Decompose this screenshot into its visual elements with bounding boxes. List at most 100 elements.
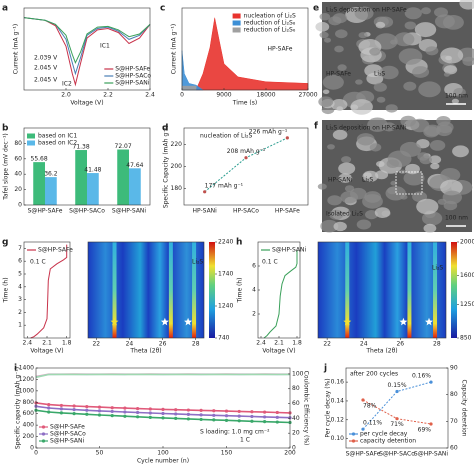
- legend-label: S@HP-SAFe: [38, 247, 73, 254]
- plot-frame: [183, 127, 309, 206]
- value-label: 208 mAh g⁻¹: [227, 148, 266, 155]
- point: [361, 427, 365, 431]
- y2-tick-label: 40: [292, 415, 300, 422]
- sem-grain: [329, 209, 344, 220]
- sem-grain: [442, 190, 462, 205]
- legend-label: reduction of Li₂S₆: [244, 27, 296, 34]
- panel-letter: c: [160, 4, 165, 14]
- y-tick-label: 5: [18, 271, 22, 278]
- point: [224, 409, 229, 413]
- sem-grain: [421, 7, 431, 15]
- sem-grain: [317, 183, 327, 190]
- bar: [45, 177, 57, 205]
- sem-grain: [394, 32, 415, 47]
- bar: [87, 173, 99, 205]
- series-line: [35, 373, 291, 379]
- point: [148, 407, 152, 411]
- image-label: Isolated Li₂S: [326, 211, 363, 218]
- sem-grain: [429, 140, 446, 151]
- sem-grain: [358, 32, 368, 39]
- y-tick-label: 80: [14, 140, 22, 147]
- legend-marker: [41, 432, 46, 436]
- plot-frame: [23, 241, 71, 339]
- x-tick-label: HP-SAFe: [275, 208, 300, 215]
- sem-grain: [422, 211, 443, 226]
- x-tick-label: S@HP-SAFe: [346, 451, 381, 458]
- x-tick-label: 1.8: [292, 340, 302, 347]
- legend-label: S@HP-SACo: [50, 431, 86, 438]
- colorbar-tick-label: 740: [218, 335, 230, 342]
- legend-label: nucleation of Li₂S: [244, 13, 296, 20]
- sem-grain: [333, 221, 347, 232]
- sem-grain: [341, 156, 352, 164]
- star-marker: [343, 317, 352, 326]
- point: [263, 410, 267, 414]
- sem-grain: [440, 168, 461, 182]
- y-tick-label: 0: [30, 445, 34, 452]
- panel-letter: e: [313, 4, 319, 14]
- y2-tick-label: 20: [292, 430, 300, 437]
- scale-label: 100 nm: [445, 215, 468, 222]
- star-marker: [184, 317, 193, 326]
- panel-letter: g: [2, 238, 8, 248]
- sem-grain: [319, 31, 329, 39]
- sem-grain: [453, 87, 466, 97]
- bar: [33, 162, 45, 205]
- sem-grain: [419, 155, 432, 165]
- heatmap-peak: [112, 242, 117, 338]
- annotation: Li₂S: [432, 265, 443, 272]
- point: [72, 412, 76, 416]
- legend-swatch: [232, 20, 241, 26]
- value-label: 41.48: [84, 167, 101, 174]
- x-axis-label: Voltage (V): [30, 348, 63, 355]
- sem-grain: [355, 79, 363, 85]
- plot-frame: [345, 367, 449, 449]
- sem-grain: [385, 104, 398, 113]
- y2-tick-label: 60: [450, 445, 458, 452]
- bar: [117, 149, 129, 205]
- series-line: [23, 17, 151, 87]
- sem-grain: [462, 56, 474, 66]
- value-label: 72.07: [115, 143, 132, 150]
- point: [174, 412, 178, 416]
- x-tick-label: S@HP-SANi: [414, 451, 448, 458]
- sem-grain: [369, 47, 381, 56]
- x-tick-label: 0: [180, 92, 184, 99]
- annotation: 2.039 V: [34, 55, 58, 62]
- theta-tick-label: 22: [92, 341, 100, 348]
- sem-grain: [443, 65, 458, 75]
- y-axis-label: Tafel slope (mV dec⁻¹): [3, 133, 10, 201]
- y-tick-label: 0.16: [331, 379, 345, 386]
- x-tick-label: 150: [221, 450, 233, 457]
- sem-grain: [429, 155, 442, 164]
- heatmap-peak: [192, 242, 197, 338]
- legend-label: reduction of Li₂S₈: [244, 20, 296, 27]
- annotation: 0.1 C: [262, 259, 278, 266]
- y-tick-label: 0.10: [331, 435, 345, 442]
- point: [285, 136, 289, 140]
- y2-tick-label: 100: [292, 370, 304, 377]
- heatmap-frame: [87, 241, 205, 339]
- point: [97, 405, 102, 409]
- panel-letter: f: [314, 122, 318, 132]
- sem-grain: [440, 179, 463, 196]
- sem-grain: [327, 195, 342, 206]
- sem-grain: [404, 21, 417, 30]
- y-axis-label: Time (h): [3, 277, 10, 303]
- x-tick-label: 50: [96, 450, 104, 457]
- sem-grain: [322, 74, 344, 90]
- y-tick-label: 6: [252, 263, 256, 270]
- point: [199, 408, 203, 412]
- value-label: 55.68: [31, 156, 48, 163]
- series-line: [30, 244, 68, 339]
- annotation: nucleation of Li₂S: [200, 133, 252, 140]
- x-tick-label: 2.4: [256, 340, 266, 347]
- point: [110, 409, 114, 414]
- sem-grain: [400, 194, 408, 200]
- y-tick-label: 0.14: [331, 397, 345, 404]
- x-tick-label: S@HP-SANi: [112, 208, 146, 215]
- point: [97, 413, 102, 417]
- panel-letter: i: [14, 364, 17, 374]
- point: [275, 415, 279, 419]
